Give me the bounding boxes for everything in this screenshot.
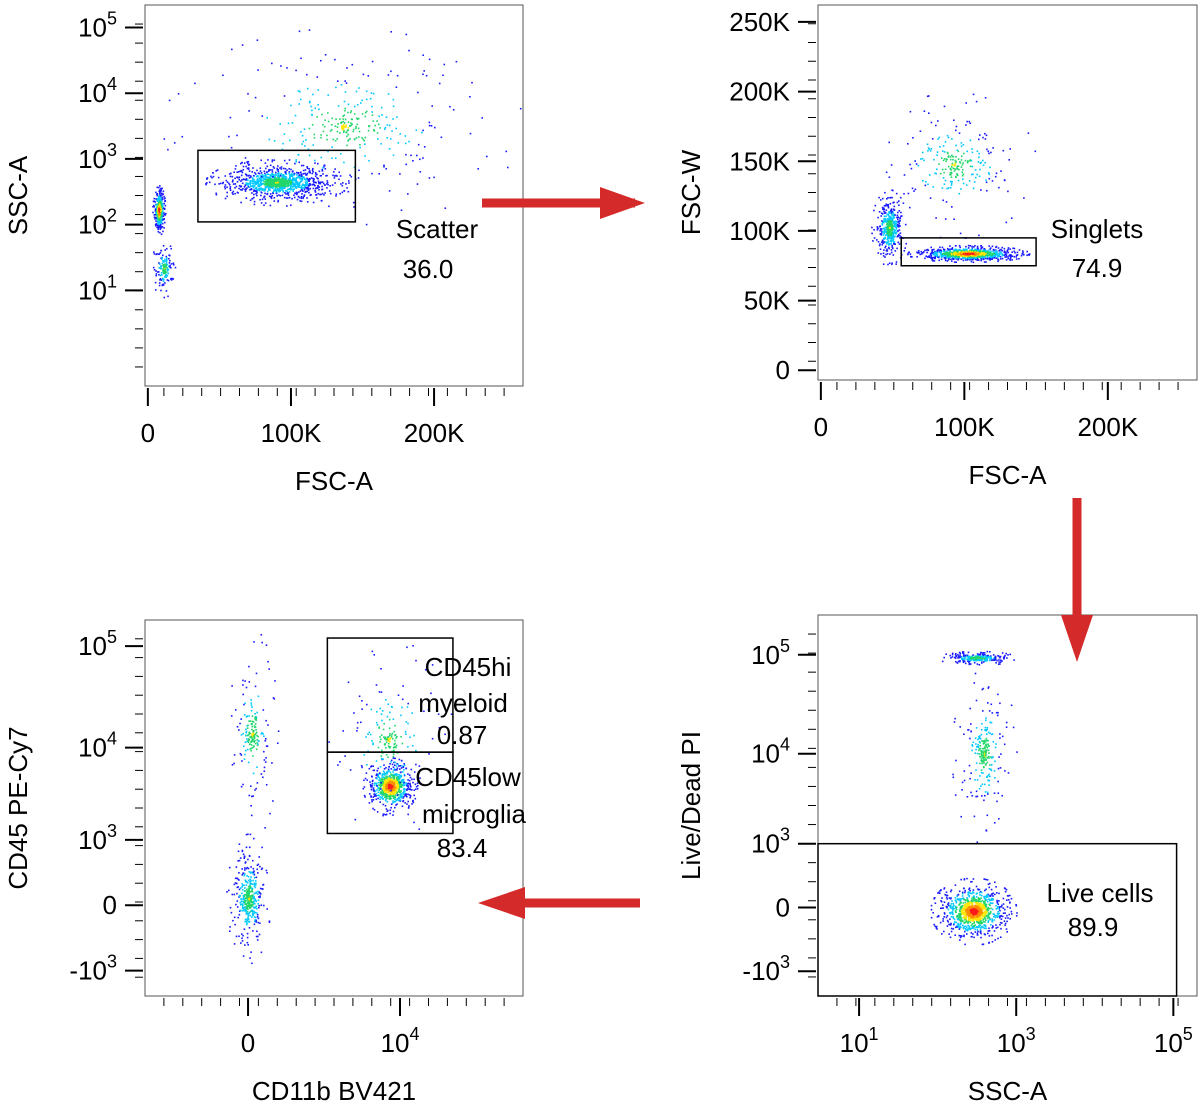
axes: 101 103 105 -103 0 103 104 105 SSC-A Live/Dead PI — [676, 633, 1193, 1106]
gate-live-cells[interactable] — [817, 842, 1178, 997]
y-tick-label: 104 — [78, 729, 117, 763]
x-axis-label: SSC-A — [968, 1076, 1048, 1106]
arrow-left — [478, 887, 640, 919]
singlets-plot: 0 100K 200K 0 50K 100K 150K 200K 250K FSC-A FSC-W S… — [676, 4, 1198, 490]
live-plot: 101 103 105 -103 0 103 104 105 SSC-A Live/Dead PI… — [676, 614, 1198, 1106]
plot-frame — [817, 4, 1198, 381]
event-dots — [871, 93, 1037, 266]
y-tick-label: 0 — [776, 355, 790, 385]
y-tick-label: 50K — [744, 286, 791, 316]
y-axis-label: FSC-W — [676, 149, 706, 235]
microglia-plot: 0 104 -103 0 103 104 105 CD11b BV421 CD45 PE-Cy7… — [3, 619, 527, 1106]
y-tick-label: 103 — [751, 825, 790, 859]
y-tick-label: 101 — [78, 271, 117, 305]
x-tick-label: 200K — [404, 418, 465, 448]
gate-cd45low[interactable] — [326, 751, 454, 835]
plot-frame — [817, 614, 1198, 997]
x-tick-label: 200K — [1077, 412, 1138, 442]
event-dots — [152, 29, 522, 299]
x-axis-label: CD11b BV421 — [252, 1076, 416, 1106]
plot-frame — [144, 619, 524, 997]
y-tick-label: 0 — [103, 890, 117, 920]
gate-value: 36.0 — [403, 254, 454, 284]
gate-singlets[interactable] — [900, 237, 1037, 267]
y-axis-label: CD45 PE-Cy7 — [3, 726, 33, 889]
y-axis-label: SSC-A — [3, 155, 33, 235]
y-tick-label: 200K — [729, 77, 790, 107]
y-tick-label: 103 — [78, 140, 117, 174]
y-tick-label: 103 — [78, 821, 117, 855]
gate-name: CD45hi — [425, 652, 512, 682]
x-tick-label: 100K — [261, 418, 322, 448]
x-tick-label: 0 — [241, 1028, 255, 1058]
gate-value: 89.9 — [1068, 912, 1119, 942]
y-tick-label: -103 — [742, 952, 790, 986]
event-dots — [226, 634, 453, 965]
x-tick-label: 103 — [997, 1024, 1036, 1058]
gate-name: Singlets — [1051, 214, 1144, 244]
y-tick-label: 105 — [751, 636, 790, 670]
y-tick-label: 105 — [78, 9, 117, 43]
gate-value: 83.4 — [437, 833, 488, 863]
axes: 0 100K 200K 101 102 103 104 105 FSC-A SSC-A — [3, 9, 505, 496]
y-tick-label: 102 — [78, 206, 117, 240]
x-tick-label: 101 — [840, 1024, 879, 1058]
x-tick-label: 104 — [381, 1024, 420, 1058]
x-axis-label: FSC-A — [969, 460, 1048, 490]
gate-name: CD45low — [415, 762, 521, 792]
gate-name-line2: myeloid — [418, 688, 508, 718]
gate-name: Scatter — [396, 214, 479, 244]
y-tick-label: 104 — [751, 735, 790, 769]
arrow-right — [482, 187, 645, 219]
gate-value: 0.87 — [437, 720, 488, 750]
scatter-plot: 0 100K 200K 101 102 103 104 105 FSC-A SSC-A Scatte… — [3, 4, 524, 496]
gate-value: 74.9 — [1072, 253, 1123, 283]
gate-name-line2: microglia — [422, 799, 527, 829]
plot-frame — [144, 4, 524, 387]
y-tick-label: 150K — [729, 146, 790, 176]
event-dots — [930, 650, 1018, 946]
x-tick-label: 0 — [814, 412, 828, 442]
y-tick-label: -103 — [69, 952, 117, 986]
x-axis-label: FSC-A — [295, 466, 374, 496]
gate-name: Live cells — [1047, 878, 1154, 908]
y-tick-label: 0 — [776, 892, 790, 922]
y-tick-label: 100K — [729, 216, 790, 246]
arrow-down — [1061, 498, 1093, 662]
y-tick-label: 104 — [78, 74, 117, 108]
axes: 0 100K 200K 0 50K 100K 150K 200K 250K FSC-A FSC-W — [676, 7, 1179, 490]
x-tick-label: 105 — [1154, 1024, 1193, 1058]
x-tick-label: 0 — [141, 418, 155, 448]
y-axis-label: Live/Dead PI — [676, 731, 706, 880]
x-tick-label: 100K — [934, 412, 995, 442]
y-tick-label: 250K — [729, 7, 790, 37]
y-tick-label: 105 — [78, 627, 117, 661]
gate-scatter[interactable] — [197, 149, 357, 223]
